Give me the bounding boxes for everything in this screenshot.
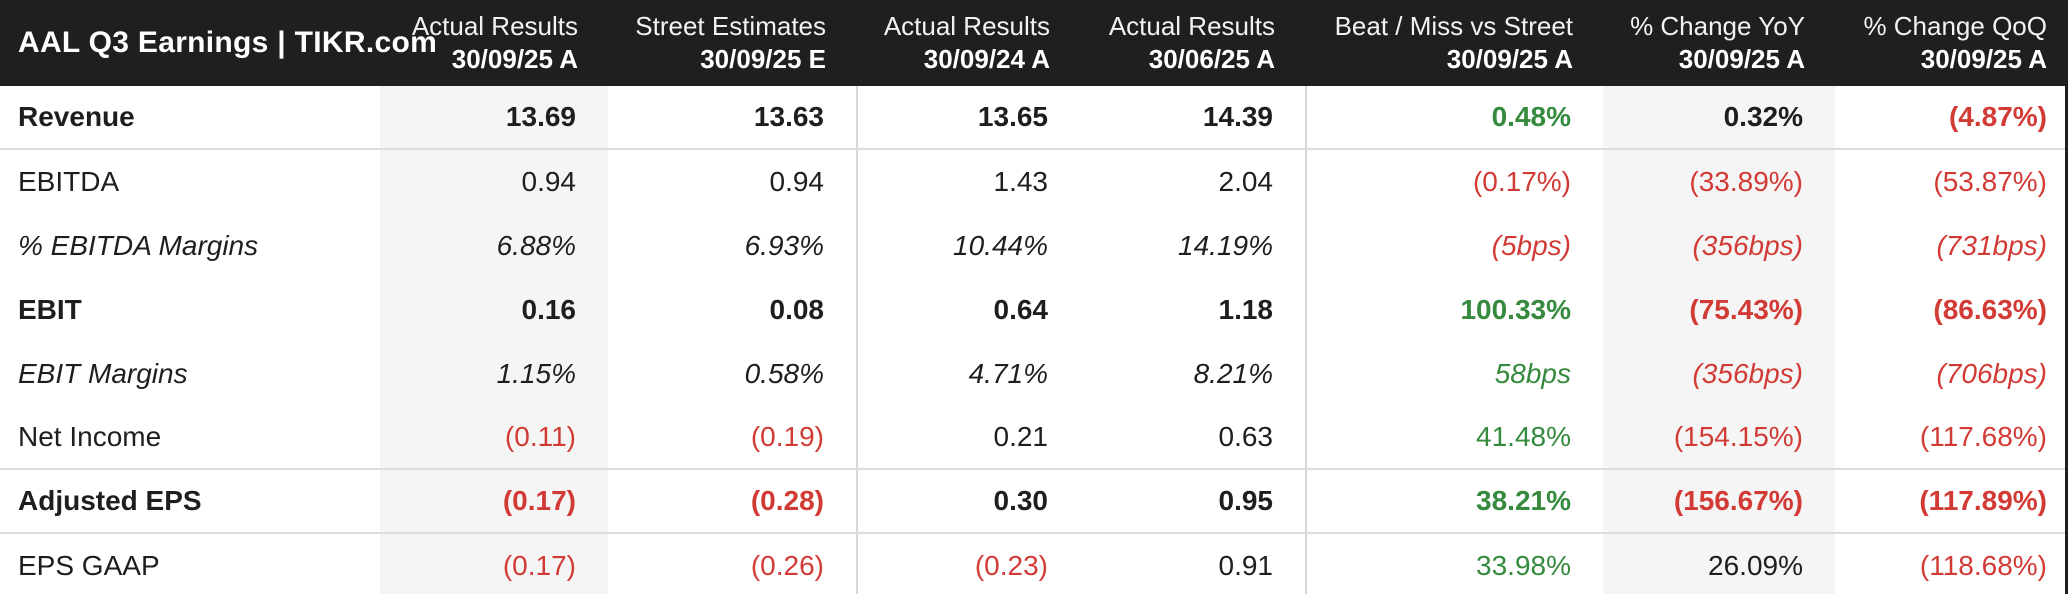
table-cell: 0.30	[856, 470, 1080, 532]
table-cell: 26.09%	[1603, 534, 1835, 594]
table-cell: (0.17)	[380, 534, 608, 594]
table-row-revenue: Revenue 13.69 13.63 13.65 14.39 0.48% 0.…	[0, 86, 2065, 150]
table-cell: 6.88%	[380, 214, 608, 278]
row-label: Adjusted EPS	[18, 485, 202, 516]
table-cell: (0.23)	[856, 534, 1080, 594]
table-cell: 8.21%	[1193, 358, 1273, 389]
table-cell: (0.19)	[750, 421, 824, 452]
row-label: Revenue	[18, 101, 135, 132]
table-cell: (53.87%)	[1933, 166, 2047, 197]
table-cell: 1.43	[856, 150, 1080, 214]
table-cell: (117.89%)	[1919, 485, 2047, 516]
column-period: 30/09/25 E	[700, 44, 826, 74]
table-title: AAL Q3 Earnings | TIKR.com	[18, 26, 438, 59]
column-header-actual-results-q3-2024: Actual Results 30/09/24 A	[856, 10, 1080, 76]
column-header-pct-change-yoy: % Change YoY 30/09/25 A	[1603, 10, 1835, 76]
table-cell: (0.28)	[750, 485, 824, 516]
table-cell: 2.04	[1218, 166, 1274, 197]
column-period: 30/09/25 A	[451, 44, 578, 74]
table-cell: (117.68%)	[1919, 421, 2047, 452]
table-cell: (33.89%)	[1603, 150, 1835, 214]
table-cell: 0.58%	[744, 358, 824, 389]
table-cell: 14.39	[1202, 101, 1273, 132]
column-label: % Change YoY	[1630, 11, 1805, 41]
table-cell: 10.44%	[856, 214, 1080, 278]
table-cell: 6.93%	[744, 230, 824, 261]
table-cell: (86.63%)	[1933, 294, 2047, 325]
table-cell: 0.16	[380, 278, 608, 342]
table-cell: 0.08	[769, 294, 825, 325]
table-cell: 38.21%	[1305, 470, 1603, 532]
table-cell: (0.17)	[380, 470, 608, 532]
table-cell: 0.48%	[1305, 86, 1603, 148]
table-cell: 0.94	[769, 166, 825, 197]
table-row-adjusted-eps: Adjusted EPS (0.17) (0.28) 0.30 0.95 38.…	[0, 470, 2065, 534]
table-cell: 4.71%	[856, 342, 1080, 406]
table-cell: 13.65	[856, 86, 1080, 148]
table-cell: 0.21	[856, 406, 1080, 468]
table-cell: (4.87%)	[1948, 101, 2047, 132]
column-label: Beat / Miss vs Street	[1334, 11, 1573, 41]
table-row-ebitda-margins: % EBITDA Margins 6.88% 6.93% 10.44% 14.1…	[0, 214, 2065, 278]
column-period: 30/06/25 A	[1148, 44, 1275, 74]
column-period: 30/09/25 A	[1920, 44, 2047, 74]
row-label: EBITDA	[18, 166, 120, 197]
column-label: Street Estimates	[635, 11, 826, 41]
table-cell: 14.19%	[1178, 230, 1273, 261]
table-cell: (0.26)	[750, 550, 824, 581]
column-label: Actual Results	[411, 11, 578, 41]
column-header-pct-change-qoq: % Change QoQ 30/09/25 A	[1835, 10, 2065, 76]
column-period: 30/09/24 A	[923, 44, 1050, 74]
table-row-eps-gaap: EPS GAAP (0.17) (0.26) (0.23) 0.91 33.98…	[0, 534, 2065, 594]
table-cell: 0.63	[1218, 421, 1274, 452]
table-cell: (706bps)	[1936, 358, 2047, 389]
table-cell: 0.91	[1218, 550, 1274, 581]
table-cell: 13.63	[753, 101, 824, 132]
row-label: EBIT Margins	[18, 358, 188, 389]
row-label: EPS GAAP	[18, 550, 160, 581]
table-cell: 13.69	[380, 86, 608, 148]
column-period: 30/09/25 A	[1446, 44, 1573, 74]
column-label: Actual Results	[1108, 11, 1275, 41]
table-cell: 1.15%	[380, 342, 608, 406]
table-cell: 1.18	[1218, 294, 1274, 325]
table-cell: (118.68%)	[1919, 550, 2047, 581]
column-header-actual-results-q3-2025: Actual Results 30/09/25 A	[380, 10, 608, 76]
table-row-ebitda: EBITDA 0.94 0.94 1.43 2.04 (0.17%) (33.8…	[0, 150, 2065, 214]
table-cell: 0.32%	[1603, 86, 1835, 148]
table-cell: (356bps)	[1603, 214, 1835, 278]
table-cell: 0.64	[856, 278, 1080, 342]
table-cell: (0.11)	[380, 406, 608, 468]
column-header-actual-results-q2-2025: Actual Results 30/06/25 A	[1080, 10, 1305, 76]
table-row-ebit: EBIT 0.16 0.08 0.64 1.18 100.33% (75.43%…	[0, 278, 2065, 342]
table-cell: (731bps)	[1936, 230, 2047, 261]
column-header-street-estimates: Street Estimates 30/09/25 E	[608, 10, 856, 76]
table-cell: (154.15%)	[1603, 406, 1835, 468]
column-label: % Change QoQ	[1863, 11, 2047, 41]
row-label: % EBITDA Margins	[18, 230, 259, 261]
row-label: EBIT	[18, 294, 82, 325]
table-header: AAL Q3 Earnings | TIKR.com Actual Result…	[0, 0, 2065, 86]
table-cell: (356bps)	[1603, 342, 1835, 406]
table-cell: 100.33%	[1305, 278, 1603, 342]
table-cell: 58bps	[1305, 342, 1603, 406]
table-cell: 41.48%	[1305, 406, 1603, 468]
column-label: Actual Results	[883, 11, 1050, 41]
table-cell: (156.67%)	[1603, 470, 1835, 532]
row-label: Net Income	[18, 421, 162, 452]
table-cell: (5bps)	[1305, 214, 1603, 278]
column-header-beat-miss-vs-street: Beat / Miss vs Street 30/09/25 A	[1305, 10, 1603, 76]
table-cell: 33.98%	[1305, 534, 1603, 594]
table-row-net-income: Net Income (0.11) (0.19) 0.21 0.63 41.48…	[0, 406, 2065, 470]
table-cell: (0.17%)	[1305, 150, 1603, 214]
table-cell: (75.43%)	[1603, 278, 1835, 342]
column-period: 30/09/25 A	[1678, 44, 1805, 74]
table-cell: 0.94	[380, 150, 608, 214]
table-row-ebit-margins: EBIT Margins 1.15% 0.58% 4.71% 8.21% 58b…	[0, 342, 2065, 406]
table-cell: 0.95	[1218, 485, 1274, 516]
